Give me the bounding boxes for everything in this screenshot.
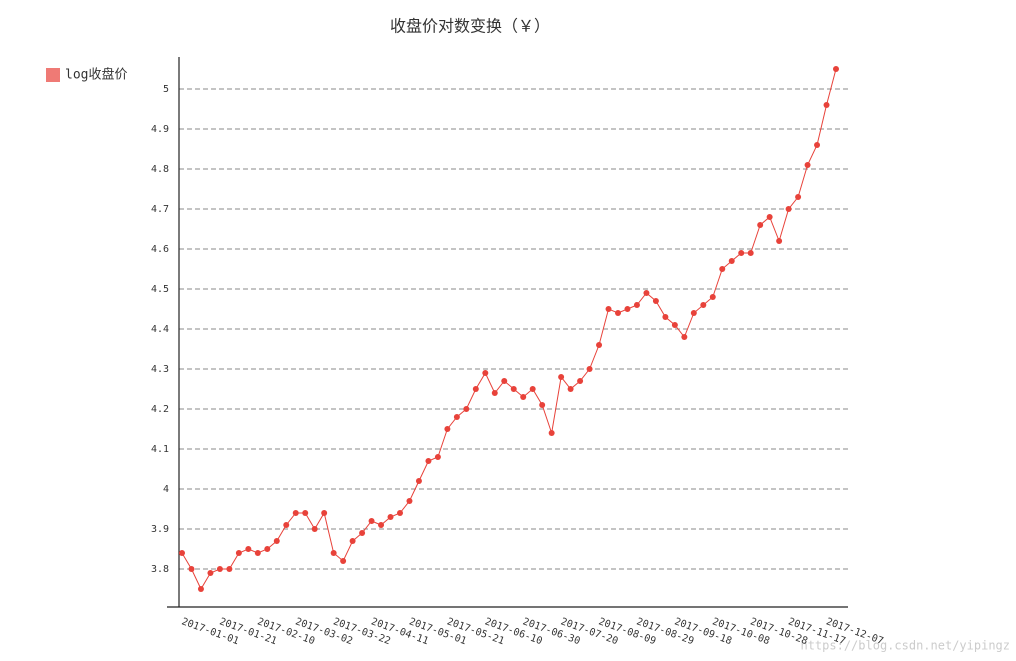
y-tick-label: 3.9 (151, 524, 169, 535)
dot (463, 406, 470, 412)
dot (814, 142, 821, 148)
dot (776, 238, 783, 244)
dot (596, 342, 603, 348)
dot (795, 194, 802, 200)
dot (804, 162, 811, 168)
dot (340, 558, 347, 564)
dot (216, 566, 223, 572)
dot (681, 334, 688, 340)
dot (359, 530, 366, 536)
dot (567, 386, 574, 392)
dot (633, 302, 640, 308)
y-tick-label: 5 (163, 84, 169, 95)
dot (766, 214, 773, 220)
dot (577, 378, 584, 384)
dot (472, 386, 479, 392)
y-tick-label: 4 (163, 484, 169, 495)
dot (254, 550, 261, 556)
dot (292, 510, 299, 516)
dot (406, 498, 413, 504)
dot (434, 454, 441, 460)
dot (415, 478, 422, 484)
dot (397, 510, 403, 516)
dot (652, 298, 659, 304)
dot (311, 526, 318, 532)
dot (273, 538, 280, 544)
dot (738, 250, 745, 256)
dot (690, 310, 697, 316)
watermark: https://blog.csdn.net/yipingz (800, 639, 1010, 653)
y-tick-label: 4.3 (151, 364, 169, 375)
dot (757, 222, 764, 228)
dot (283, 522, 290, 528)
y-tick-label: 4.1 (151, 444, 169, 455)
dot (501, 378, 508, 384)
y-tick-label: 3.8 (151, 564, 169, 575)
dot (728, 258, 735, 264)
y-tick-label: 4.5 (151, 284, 169, 295)
dot (823, 102, 830, 108)
dot (197, 586, 204, 592)
dot (482, 370, 489, 376)
dot (453, 414, 460, 420)
legend-label: log收盘价 (65, 67, 127, 83)
dot (548, 430, 555, 436)
dot (235, 550, 242, 556)
dot (330, 550, 337, 556)
dot (510, 386, 517, 392)
dot (520, 394, 527, 400)
y-tick-label: 4.8 (151, 164, 169, 175)
dot (671, 322, 678, 328)
dot (425, 458, 432, 464)
dot (615, 310, 621, 316)
dot (833, 66, 839, 72)
dot (349, 538, 356, 544)
dot (179, 550, 185, 556)
dot (643, 290, 650, 296)
dot (321, 510, 328, 516)
dot (785, 206, 792, 212)
dot (368, 518, 375, 524)
dot (491, 390, 498, 396)
dot (719, 266, 726, 272)
dot (539, 402, 546, 408)
dot (586, 366, 593, 372)
dot (709, 294, 716, 300)
legend-swatch (46, 68, 60, 82)
dot (558, 374, 565, 380)
y-tick-label: 4.4 (151, 324, 169, 335)
y-tick-label: 4.7 (151, 204, 169, 215)
dot (378, 522, 385, 528)
y-tick-label: 4.6 (151, 244, 169, 255)
dot (226, 566, 233, 572)
line (181, 68, 837, 591)
dot (264, 546, 271, 552)
dot (188, 566, 195, 572)
y-tick-label: 4.9 (151, 124, 169, 135)
dot (387, 514, 394, 520)
dot (700, 302, 707, 308)
dot (444, 426, 451, 432)
dot (662, 314, 669, 320)
y-tick-label: 4.2 (151, 404, 169, 415)
dot (302, 510, 309, 516)
dot (747, 250, 754, 256)
dot (207, 570, 214, 576)
dot (245, 546, 252, 552)
chart-title: 收盘价对数变换（￥） (390, 17, 550, 36)
dot (624, 306, 631, 312)
dot (529, 386, 536, 392)
dot (605, 306, 612, 312)
